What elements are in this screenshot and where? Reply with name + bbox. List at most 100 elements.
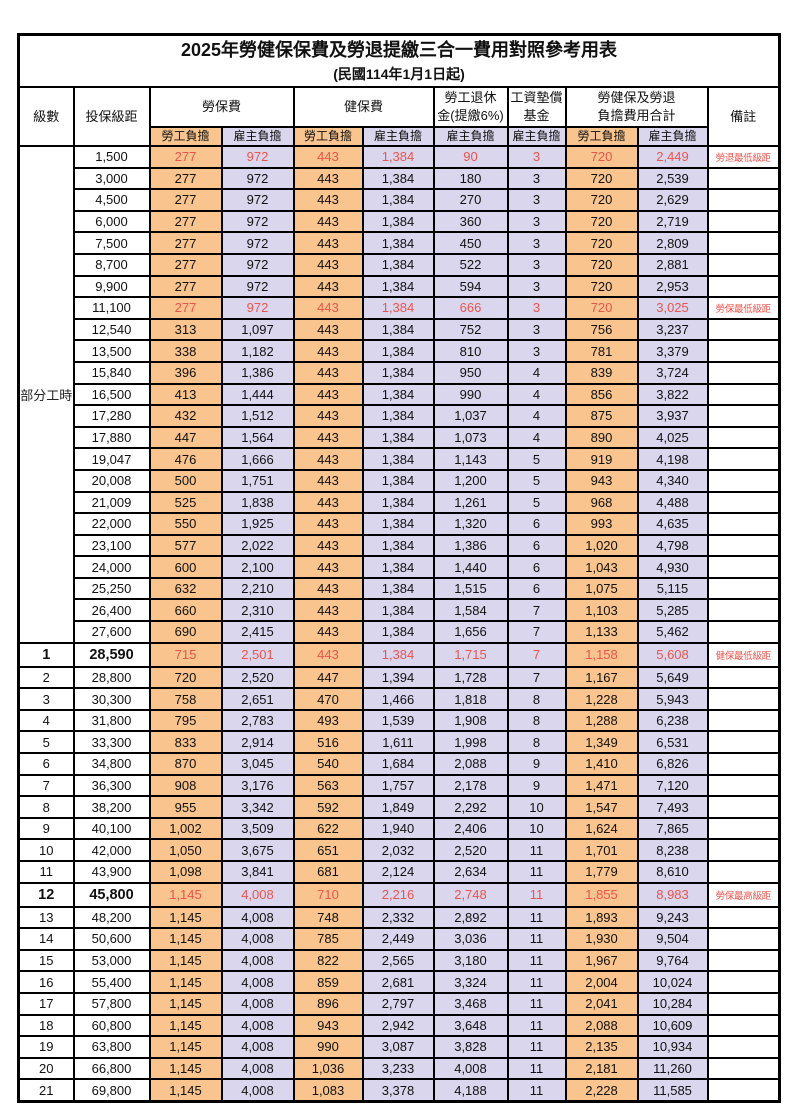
- subheader-total-employer: 雇主負擔: [636, 126, 709, 147]
- cell-labor-employee: 1,145: [148, 927, 223, 951]
- cell-pension-employer: 3,180: [432, 948, 509, 973]
- table-row: 3 30,300 758 2,651 470 1,466 1,818 8 1,228 5,943: [17, 687, 781, 711]
- cell-remark: [706, 360, 781, 385]
- cell-health-employer: 1,384: [361, 382, 435, 407]
- cell-pension-employer: 1,386: [432, 533, 509, 558]
- cell-health-employer: 2,124: [361, 860, 435, 884]
- cell-total-employer: 2,809: [636, 231, 709, 255]
- cell-pension-employer: 1,037: [432, 404, 509, 428]
- cell-total-employer: 6,238: [636, 708, 709, 733]
- cell-remark: [706, 533, 781, 558]
- cell-total-employer: 11,260: [636, 1056, 709, 1081]
- cell-health-employer: 2,797: [361, 991, 435, 1016]
- cell-health-employee: 443: [292, 641, 364, 668]
- cell-health-employee: 443: [292, 533, 364, 558]
- cell-bracket: 43,900: [72, 860, 151, 884]
- cell-health-employee: 443: [292, 166, 364, 191]
- cell-total-employee: 720: [564, 252, 639, 277]
- cell-bracket: 12,540: [72, 317, 151, 342]
- cell-health-employee: 443: [292, 339, 364, 363]
- cell-total-employer: 9,764: [636, 948, 709, 973]
- cell-labor-employee: 833: [148, 730, 223, 755]
- cell-total-employee: 1,288: [564, 708, 639, 733]
- cell-total-employer: 3,237: [636, 317, 709, 342]
- cell-labor-employee: 1,145: [148, 948, 223, 973]
- subheader-health-employer: 雇主負擔: [361, 126, 435, 147]
- cell-health-employer: 1,384: [361, 447, 435, 471]
- cell-labor-employer: 1,564: [220, 425, 295, 450]
- cell-remark: [706, 1013, 781, 1038]
- cell-total-employer: 5,115: [636, 576, 709, 601]
- cell-bracket: 17,280: [72, 404, 151, 428]
- cell-remark: [706, 425, 781, 450]
- cell-bracket: 13,500: [72, 339, 151, 363]
- cell-labor-employee: 795: [148, 708, 223, 733]
- cell-remark: [706, 970, 781, 994]
- table-row: 15,840 396 1,386 443 1,384 950 4 839 3,724: [19, 360, 781, 385]
- cell-health-employee: 943: [292, 1013, 364, 1038]
- cell-health-employer: 1,384: [361, 468, 435, 493]
- cell-labor-employer: 4,008: [220, 927, 295, 951]
- table-row: 13 48,200 1,145 4,008 748 2,332 2,892 11 1,893 9,…: [17, 905, 781, 930]
- wage-fund-line2: 基金: [523, 108, 550, 123]
- cell-bracket: 19,047: [72, 447, 151, 471]
- cell-health-employee: 447: [292, 665, 364, 690]
- cell-labor-employer: 1,838: [220, 490, 295, 515]
- table-row: 19,047 476 1,666 443 1,384 1,143 5 919 4,198: [19, 447, 781, 471]
- cell-labor-employee: 715: [148, 641, 223, 668]
- cell-pension-employer: 1,998: [432, 730, 509, 755]
- cell-wage-fund-employer: 3: [506, 296, 567, 320]
- cell-pension-employer: 594: [432, 274, 509, 299]
- cell-total-employer: 3,379: [636, 339, 709, 363]
- table-row: 8,700 277 972 443 1,384 522 3 720 2,881: [19, 252, 781, 277]
- cell-level: 2: [17, 665, 75, 690]
- cell-total-employer: 9,504: [636, 927, 709, 951]
- cell-health-employer: 1,384: [361, 533, 435, 558]
- cell-level: 16: [17, 970, 75, 994]
- cell-level: 3: [17, 687, 75, 711]
- cell-labor-employee: 955: [148, 795, 223, 819]
- cell-pension-employer: 2,634: [432, 860, 509, 884]
- cell-total-employee: 1,020: [564, 533, 639, 558]
- cell-bracket: 7,500: [72, 231, 151, 255]
- cell-pension-employer: 180: [432, 166, 509, 191]
- cell-remark: [706, 620, 781, 644]
- cell-total-employer: 2,719: [636, 209, 709, 234]
- cell-pension-employer: 1,908: [432, 708, 509, 733]
- cell-health-employer: 2,942: [361, 1013, 435, 1038]
- subheader-pension-employer: 雇主負擔: [432, 126, 509, 147]
- col-header-labor-insurance: 勞保費: [148, 86, 295, 128]
- cell-health-employer: 1,384: [361, 512, 435, 536]
- cell-total-employer: 2,953: [636, 274, 709, 299]
- cell-level: 15: [17, 948, 75, 973]
- cell-health-employer: 1,384: [361, 598, 435, 623]
- table-row: 16,500 413 1,444 443 1,384 990 4 856 3,822: [19, 382, 781, 407]
- page-title: 2025年勞健保保費及勞退提繳三合一費用對照參考用表: [180, 40, 618, 60]
- cell-wage-fund-employer: 4: [506, 425, 567, 450]
- cell-labor-employee: 1,145: [148, 1078, 223, 1103]
- cell-pension-employer: 1,656: [432, 620, 509, 644]
- cell-wage-fund-employer: 11: [506, 1056, 567, 1081]
- cell-bracket: 1,500: [72, 145, 151, 169]
- cell-total-employer: 8,983: [636, 881, 709, 908]
- cell-health-employee: 622: [292, 816, 364, 841]
- col-header-level: 級數: [17, 86, 75, 147]
- cell-total-employer: 4,025: [636, 425, 709, 450]
- cell-health-employer: 1,466: [361, 687, 435, 711]
- cell-bracket: 21,009: [72, 490, 151, 515]
- cell-bracket: 40,100: [72, 816, 151, 841]
- cell-bracket: 30,300: [72, 687, 151, 711]
- cell-total-employer: 11,585: [636, 1078, 709, 1103]
- cell-labor-employee: 277: [148, 296, 223, 320]
- cell-pension-employer: 2,520: [432, 838, 509, 862]
- cell-total-employee: 919: [564, 447, 639, 471]
- table-row: 17,880 447 1,564 443 1,384 1,073 4 890 4,025: [19, 425, 781, 450]
- cell-remark: [706, 730, 781, 755]
- cell-labor-employer: 3,675: [220, 838, 295, 862]
- cell-health-employee: 443: [292, 360, 364, 385]
- cell-wage-fund-employer: 8: [506, 708, 567, 733]
- cell-health-employer: 1,384: [361, 209, 435, 234]
- cell-remark: [706, 838, 781, 862]
- table-row: 26,400 660 2,310 443 1,384 1,584 7 1,103 5,285: [19, 598, 781, 623]
- cell-wage-fund-employer: 3: [506, 145, 567, 169]
